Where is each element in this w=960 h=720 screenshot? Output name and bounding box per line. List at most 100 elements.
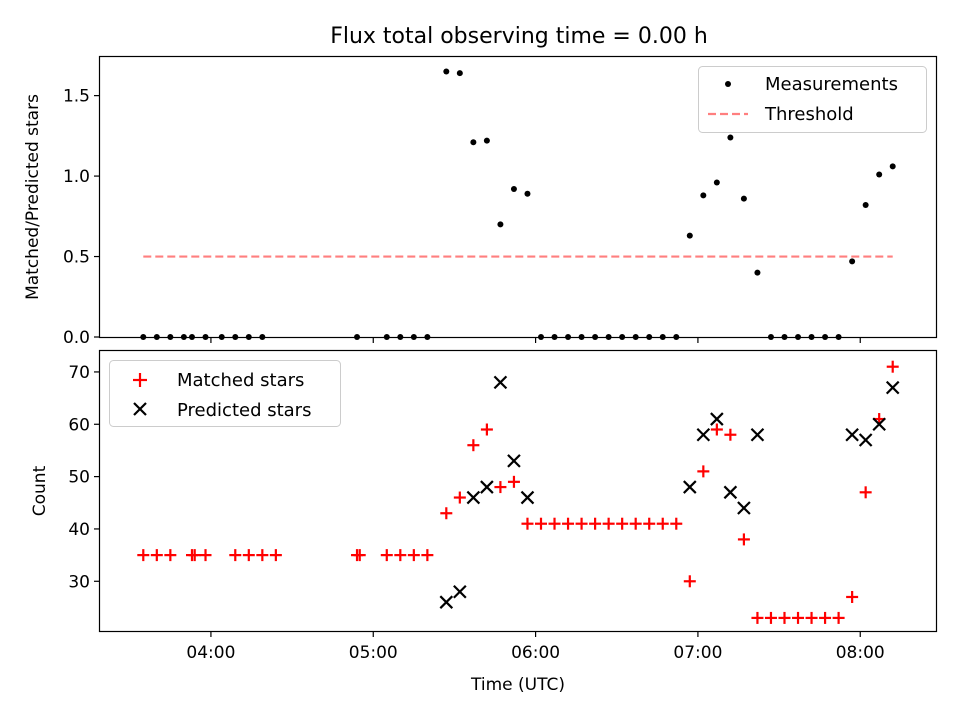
matched-star-point (832, 611, 845, 624)
top-y-tick-label: 0.5 (63, 248, 90, 268)
matched-star-point (805, 611, 818, 624)
matched-star-point (886, 360, 899, 373)
bottom-y-tick-label: 30 (68, 572, 90, 592)
measurement-point (876, 171, 883, 178)
legend-measurements-marker (725, 81, 731, 87)
measurement-point (483, 137, 490, 144)
bottom-y-tick-label: 40 (68, 520, 90, 540)
measurement-point (470, 139, 477, 146)
top-plot-frame (98, 55, 938, 339)
matched-star-point (751, 611, 764, 624)
matched-star-point (602, 517, 615, 530)
bottom-axis-ticks: 04:00 05:00 06:00 07:00 08:00 30 40 50 60 70 (68, 363, 884, 663)
top-y-tick-label: 0.0 (63, 328, 90, 348)
matched-star-point (589, 517, 602, 530)
bottom-plot-frame (98, 349, 938, 633)
top-axis-ticks: 0.0 0.5 1.0 1.5 (63, 87, 861, 348)
matched-star-point (548, 517, 561, 530)
top-legend-box (698, 66, 927, 133)
top-y-axis-label: Matched/Predicted stars (23, 94, 43, 300)
legend-threshold-label: Threshold (764, 104, 854, 125)
matched-star-point (670, 517, 683, 530)
top-legend: Measurements Threshold (698, 66, 927, 133)
measurement-point (849, 258, 856, 265)
matched-star-point (199, 549, 212, 562)
predicted-star-point (480, 480, 494, 494)
bottom-x-tick-label: 08:00 (836, 643, 885, 663)
measurement-point (700, 192, 707, 199)
matched-star-point (440, 507, 453, 520)
bottom-panel: 04:00 05:00 06:00 07:00 08:00 30 40 50 60 70 Coun… (30, 349, 938, 695)
matched-star-point (137, 549, 150, 562)
matched-star-point (421, 549, 434, 562)
predicted-star-point (439, 595, 454, 609)
bottom-x-tick-label: 05:00 (349, 643, 398, 663)
matched-star-point (353, 549, 366, 562)
matched-star-point (778, 611, 791, 624)
matched-star-point (562, 517, 575, 530)
matched-star-point (380, 549, 393, 562)
measurement-point (497, 221, 504, 228)
predicted-star-point (845, 427, 859, 442)
count-points (137, 360, 900, 624)
matched-star-point (629, 517, 642, 530)
predicted-star-point (453, 584, 467, 599)
bottom-y-axis-label: Count (30, 465, 50, 516)
matched-star-point (467, 439, 480, 452)
measurement-point (889, 163, 896, 170)
predicted-star-point (710, 412, 724, 426)
matched-star-point (846, 590, 859, 603)
measurement-point (754, 269, 761, 276)
bottom-x-tick-label: 07:00 (673, 643, 722, 663)
bottom-legend-box (109, 360, 341, 427)
matched-star-point (859, 486, 872, 499)
matched-star-point (683, 575, 696, 588)
predicted-star-point (872, 417, 886, 432)
top-y-tick-label: 1.0 (63, 167, 90, 187)
matched-star-point (150, 549, 163, 562)
measurement-point (510, 185, 517, 192)
measurement-point (524, 190, 531, 197)
predicted-star-point (858, 433, 873, 447)
bottom-x-axis-label: Time (UTC) (470, 675, 565, 695)
measurement-point (727, 134, 734, 141)
matched-star-point (494, 481, 507, 494)
matched-star-point (616, 517, 629, 530)
top-panel: 0.0 0.5 1.0 1.5 Matched/Predicted stars Mea… (23, 55, 938, 348)
predicted-star-point (493, 375, 508, 390)
matched-star-point (643, 517, 656, 530)
matched-star-point (242, 549, 255, 562)
matched-star-point (188, 549, 201, 562)
bottom-y-tick-label: 50 (68, 468, 90, 488)
matched-star-point (453, 491, 466, 504)
measurement-point (862, 202, 869, 209)
matched-star-point (575, 517, 588, 530)
bottom-x-tick-label: 04:00 (186, 643, 235, 663)
matched-star-point (534, 517, 547, 530)
matched-star-point (507, 475, 520, 488)
measurement-point (740, 195, 747, 202)
matched-star-point (724, 428, 737, 441)
matched-star-point (521, 517, 534, 530)
measurement-point (686, 232, 693, 239)
matched-star-point (407, 549, 420, 562)
matched-star-point (480, 423, 493, 436)
predicted-star-point (723, 485, 738, 500)
predicted-star-point (696, 427, 711, 442)
legend-predicted-label: Predicted stars (177, 400, 311, 421)
predicted-star-point (466, 490, 481, 505)
predicted-star-point (737, 501, 751, 515)
predicted-star-point (885, 380, 900, 395)
predicted-star-point (507, 454, 521, 468)
predicted-star-point (683, 480, 697, 494)
top-y-tick-label: 1.5 (63, 87, 90, 107)
matched-star-point (164, 549, 177, 562)
matched-star-point (656, 517, 669, 530)
predicted-star-point (520, 490, 535, 505)
matched-star-point (819, 611, 832, 624)
matched-star-point (256, 549, 269, 562)
predicted-star-point (750, 427, 765, 442)
bottom-y-tick-label: 70 (68, 363, 90, 383)
bottom-legend: Matched stars Predicted stars (109, 360, 341, 427)
